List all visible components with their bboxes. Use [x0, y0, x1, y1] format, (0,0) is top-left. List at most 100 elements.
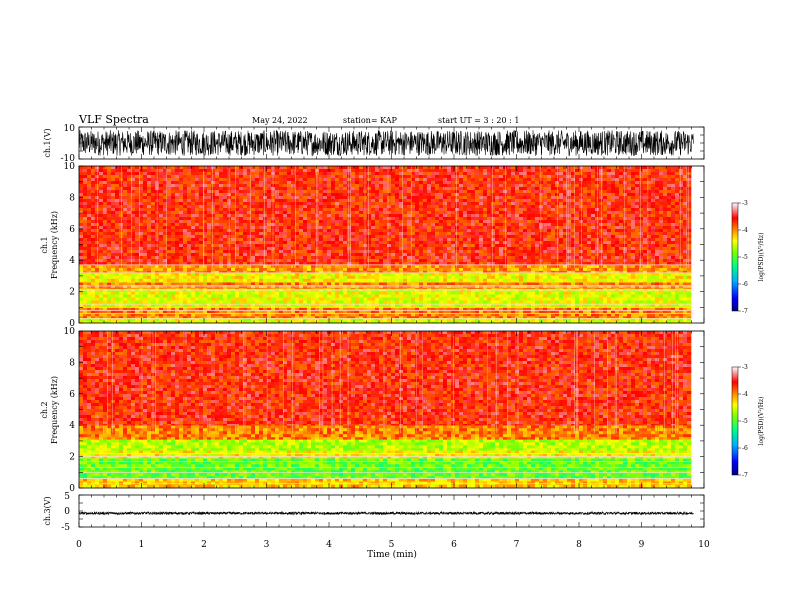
ch1-spectrogram-cell	[675, 282, 680, 286]
ch1-spectrogram-cell	[383, 313, 388, 317]
ch1-spectrogram-cell	[635, 166, 640, 170]
ch1-spectrogram-cell	[483, 270, 488, 274]
ch1-spectrogram-cell	[159, 172, 164, 176]
ch1-spectrogram-cell	[191, 321, 196, 324]
ch1-spectrogram-cell	[299, 272, 304, 277]
ch1-spectrogram-cell	[79, 288, 84, 289]
ch1-spectrogram-cell	[611, 313, 616, 317]
ch1-spectrogram-cell	[387, 291, 392, 295]
ch1-spectrogram-cell	[135, 175, 140, 179]
ch1-spectrogram-cell	[495, 300, 500, 304]
ch1-spectrogram-cell	[215, 169, 220, 173]
ch1-spectrogram-cell	[235, 310, 240, 314]
ch1-spectrogram-cell	[551, 184, 556, 188]
ch1-spectrogram-cell	[147, 166, 152, 170]
ch1-spectrogram-cell	[663, 318, 668, 322]
ch1-spectrogram-cell	[523, 318, 528, 322]
ch1-spectrogram-cell	[387, 310, 392, 314]
ch1-spectrogram-cell	[579, 291, 584, 295]
ch1-spectrogram-cell	[183, 275, 188, 280]
ch1-spectrogram-cell	[583, 310, 588, 314]
ch1-spectrogram-cell	[447, 288, 452, 289]
ch1-spectrogram-cell	[359, 310, 364, 314]
ch1-spectrogram-cell	[279, 270, 284, 274]
ch1-spectrogram-cell	[255, 181, 260, 185]
ch1-spectrogram-cell	[515, 281, 520, 283]
ch1-spectrogram-cell	[455, 313, 460, 317]
ch1-spectrogram-cell	[131, 172, 136, 176]
ch1-spectrogram-cell	[247, 281, 252, 283]
ch1-spectrogram-cell	[459, 300, 464, 304]
ch1-spectrogram-cell	[407, 281, 412, 283]
ch1-spectrogram-cell	[399, 318, 404, 322]
ch1-spectrogram-cell	[255, 187, 260, 191]
ch1-spectrogram-cell	[247, 169, 252, 173]
ch1-spectrogram-cell	[327, 310, 332, 314]
ch1-spectrogram-cell	[311, 303, 316, 307]
ch1-spectrogram-cell	[655, 278, 660, 283]
ch1-spectrogram-cell	[431, 294, 436, 298]
ch1-spectrogram-cell	[679, 175, 684, 179]
ch1-spectrogram-cell	[299, 181, 304, 185]
ch1-spectrogram-cell	[195, 184, 200, 188]
ch1-spectrogram-cell	[559, 184, 564, 188]
ch1-spectrogram-cell	[279, 294, 284, 298]
ch1-spectrogram-cell	[567, 267, 572, 272]
ch1-spectrogram-cell	[687, 184, 692, 188]
ch1-spectrogram-cell	[191, 190, 196, 194]
ch1-spectrogram-cell	[579, 300, 584, 304]
ch1-spectrogram-cell	[203, 181, 208, 185]
ch1-spectrogram-cell	[539, 297, 544, 301]
ch1-spectrogram-cell	[627, 275, 632, 280]
ch1-spectrogram-cell	[299, 307, 304, 311]
ch1-spectrogram-cell	[303, 310, 308, 314]
ch1-spectrogram-cell	[323, 307, 328, 311]
ch1-spectrogram-cell	[683, 181, 688, 185]
ch1-spectrogram-cell	[455, 184, 460, 188]
ch1-spectrogram-cell	[227, 307, 232, 311]
ch1-spectrogram-cell	[651, 321, 656, 324]
ch1-spectrogram-cell	[83, 316, 88, 319]
ch1-spectrogram-cell	[611, 267, 616, 272]
ch1-spectrogram-cell	[395, 318, 400, 322]
ch1-spectrogram-cell	[683, 281, 688, 283]
ch1-spectrogram-cell	[683, 275, 688, 280]
ch1-spectrogram-cell	[211, 272, 216, 277]
ch1-spectrogram-cell	[335, 313, 340, 317]
ch1-spectrogram-cell	[495, 270, 500, 274]
ch1-spectrogram-cell	[287, 190, 292, 194]
ch1-spectrogram-cell	[403, 316, 408, 319]
ch1-spectrogram-cell	[339, 272, 344, 277]
ch1-spectrogram-cell	[419, 166, 424, 170]
ch1-spectrogram-cell	[107, 278, 112, 283]
ch1-spectrogram-cell	[159, 300, 164, 304]
ch1-spectrogram-cell	[471, 300, 476, 304]
ch1-spectrogram-cell	[339, 288, 344, 289]
ch1-spectrogram-cell	[447, 303, 452, 307]
ch1-spectrogram-cell	[523, 169, 528, 173]
ch1-spectrogram-cell	[515, 318, 520, 322]
ch1-spectrogram-cell	[651, 318, 656, 322]
ch1-spectrogram-cell	[419, 187, 424, 191]
ch1-spectrogram-cell	[79, 281, 84, 283]
ch1-spectrogram-cell	[615, 321, 620, 324]
ch1-spectrogram-cell	[167, 282, 172, 286]
ch1-spectrogram-cell	[559, 175, 564, 179]
ch1-spectrogram-cell	[435, 267, 440, 272]
ch1-spectrogram-cell	[571, 294, 576, 298]
ch1-spectrogram-cell	[187, 294, 192, 298]
ch1-spectrogram-cell	[607, 270, 612, 274]
ch1-spectrogram-cell	[379, 267, 384, 272]
ch1-spectrogram-cell	[295, 190, 300, 194]
ch1-spectrogram-cell	[531, 294, 536, 298]
ch1-spectrogram-cell	[247, 178, 252, 182]
ch1-spectrogram-cell	[475, 281, 480, 283]
ch1-spectrogram-cell	[139, 321, 144, 324]
ch1-spectrogram-cell	[639, 270, 644, 274]
ch1-spectrogram-cell	[299, 313, 304, 317]
ch1-spectrogram-cell	[207, 178, 212, 182]
ch1-spectrogram-cell	[663, 281, 668, 283]
ch1-spectrogram-cell	[87, 172, 92, 176]
ch1-spectrogram-cell	[667, 278, 672, 283]
ch1-spectrogram-cell	[431, 288, 436, 289]
